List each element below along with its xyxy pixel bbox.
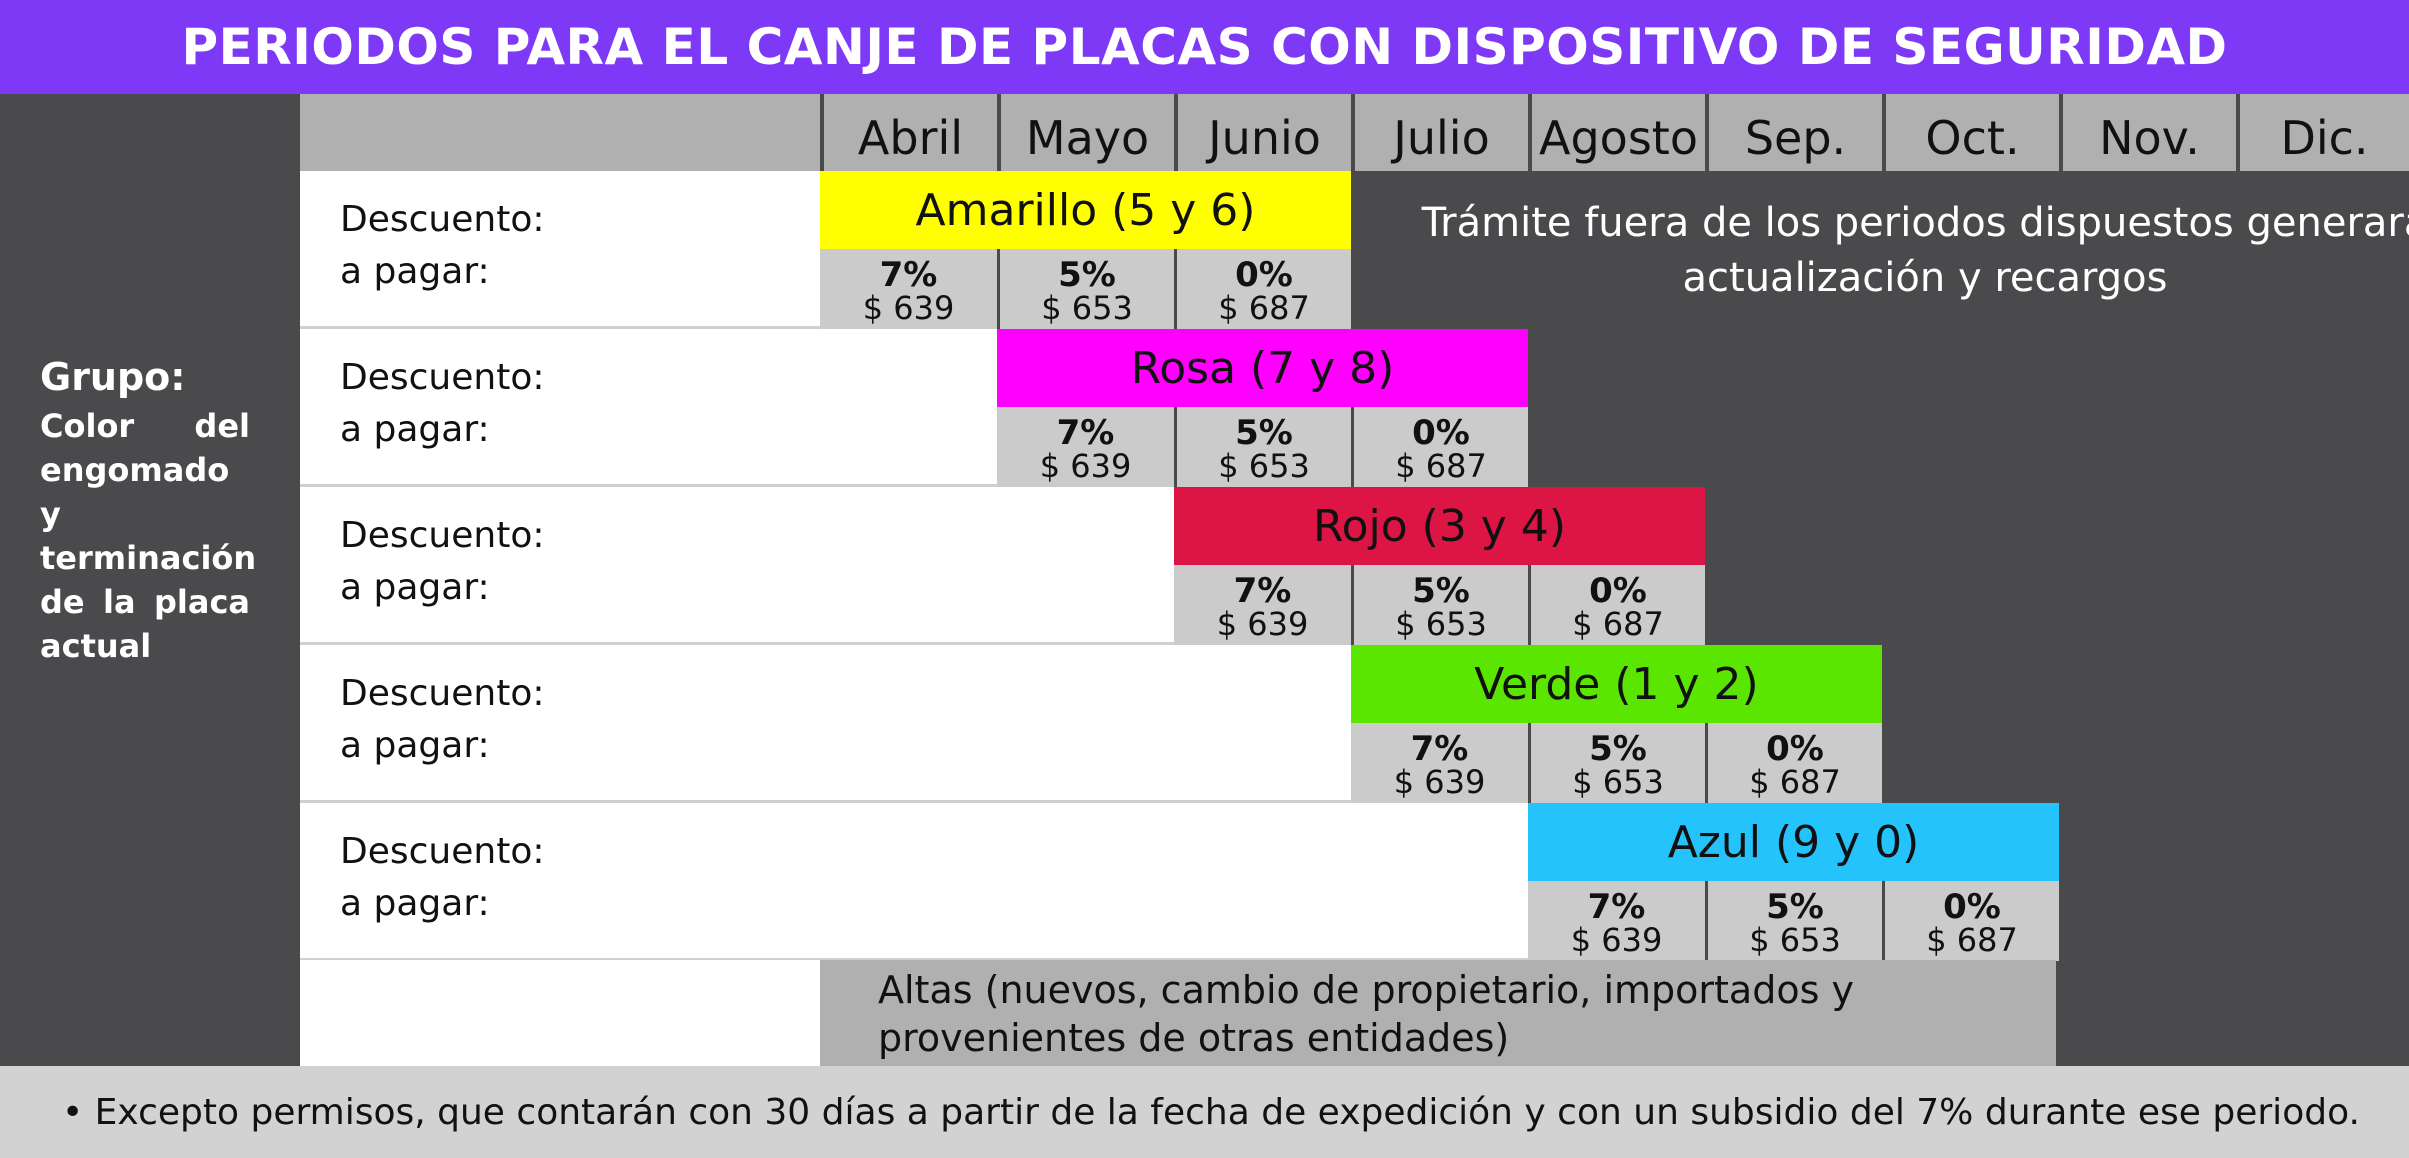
page-title: PERIODOS PARA EL CANJE DE PLACAS CON DIS… [0,0,2409,94]
discount-cell: 5% $ 653 [1351,565,1528,645]
group-band: Rojo (3 y 4) [1174,487,1705,565]
discount-percent: 7% [1410,729,1469,769]
row-label-area: Descuento: a pagar: [300,171,820,329]
discount-percent: 7% [1587,887,1646,927]
amount-to-pay: $ 653 [1218,447,1310,485]
left-panel [0,94,300,1066]
month-6: Oct. [1882,94,2059,171]
amount-to-pay: $ 653 [1395,605,1487,643]
group-band: Rosa (7 y 8) [997,329,1528,407]
group-band: Amarillo (5 y 6) [820,171,1351,249]
altas-note: Altas (nuevos, cambio de propietario, im… [820,960,2056,1066]
grupo-heading: Grupo: [40,355,186,399]
month-0: Abril [820,94,997,171]
amount-to-pay: $ 639 [1393,763,1486,801]
discount-percent: 0% [1412,413,1470,453]
amount-to-pay: $ 653 [1572,763,1664,801]
discount-percent: 5% [1058,255,1116,295]
discount-percent: 0% [1589,571,1647,611]
discount-cell: 7% $ 639 [820,249,997,329]
header-blank [300,94,820,171]
discount-cell: 0% $ 687 [1351,407,1528,487]
altas-blank [300,960,820,1066]
descuento-label: Descuento: [340,831,545,872]
grupo-description: Color del engomado y terminación de la p… [40,407,257,665]
month-3: Julio [1351,94,1528,171]
descuento-label: Descuento: [340,673,545,714]
discount-cell: 0% $ 687 [1882,881,2059,961]
discount-percent: 5% [1235,413,1293,453]
discount-percent: 0% [1766,729,1824,769]
footer-note: • Excepto permisos, que contarán con 30 … [0,1066,2409,1158]
discount-percent: 5% [1412,571,1470,611]
group-band: Verde (1 y 2) [1351,645,1882,723]
discount-cell: 7% $ 639 [997,407,1174,487]
discount-percent: 5% [1589,729,1647,769]
discount-cell: 0% $ 687 [1705,723,1882,803]
discount-cell: 7% $ 639 [1528,881,1705,961]
discount-cell: 5% $ 653 [1528,723,1705,803]
discount-cell: 7% $ 639 [1351,723,1528,803]
pagar-label: a pagar: [340,883,490,924]
descuento-label: Descuento: [340,515,545,556]
amount-to-pay: $ 653 [1041,289,1133,327]
row-label-area: Descuento: a pagar: [300,645,1351,803]
amount-to-pay: $ 687 [1395,447,1487,485]
amount-to-pay: $ 639 [1039,447,1132,485]
amount-to-pay: $ 687 [1749,763,1841,801]
discount-cell: 5% $ 653 [997,249,1174,329]
month-2: Junio [1174,94,1351,171]
row-label-area: Descuento: a pagar: [300,803,1528,961]
descuento-label: Descuento: [340,199,545,240]
discount-cell: 0% $ 687 [1174,249,1351,329]
discount-percent: 7% [879,255,938,295]
discount-percent: 5% [1766,887,1824,927]
pagar-label: a pagar: [340,409,490,450]
discount-cell: 5% $ 653 [1174,407,1351,487]
month-7: Nov. [2059,94,2236,171]
discount-cell: 0% $ 687 [1528,565,1705,645]
month-1: Mayo [997,94,1174,171]
amount-to-pay: $ 653 [1749,921,1841,959]
amount-to-pay: $ 687 [1218,289,1310,327]
pagar-label: a pagar: [340,251,490,292]
discount-percent: 0% [1943,887,2001,927]
group-band: Azul (9 y 0) [1528,803,2059,881]
month-4: Agosto [1528,94,1705,171]
discount-percent: 7% [1056,413,1115,453]
amount-to-pay: $ 687 [1572,605,1664,643]
discount-percent: 0% [1235,255,1293,295]
amount-to-pay: $ 639 [1570,921,1663,959]
month-8: Dic. [2236,94,2409,171]
amount-to-pay: $ 639 [862,289,955,327]
row-label-area: Descuento: a pagar: [300,487,1174,645]
row-label-area: Descuento: a pagar: [300,329,997,487]
amount-to-pay: $ 639 [1216,605,1309,643]
descuento-label: Descuento: [340,357,545,398]
tramite-note: Trámite fuera de los periodos dispuestos… [1421,200,2409,301]
amount-to-pay: $ 687 [1926,921,2018,959]
discount-cell: 7% $ 639 [1174,565,1351,645]
discount-cell: 5% $ 653 [1705,881,1882,961]
pagar-label: a pagar: [340,725,490,766]
pagar-label: a pagar: [340,567,490,608]
month-5: Sep. [1705,94,1882,171]
discount-percent: 7% [1233,571,1292,611]
